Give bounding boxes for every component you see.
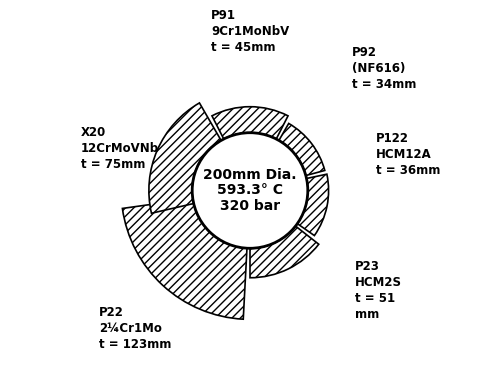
Text: P23
HCM2S
t = 51
mm: P23 HCM2S t = 51 mm (355, 261, 402, 322)
Text: 593.3° C: 593.3° C (217, 184, 283, 197)
Text: P91
9Cr1MoNbV
t = 45mm: P91 9Cr1MoNbV t = 45mm (211, 10, 289, 54)
Text: 320 bar: 320 bar (220, 199, 280, 213)
Wedge shape (250, 226, 319, 278)
Text: 200mm Dia.: 200mm Dia. (203, 168, 297, 182)
Text: P92
(NF616)
t = 34mm: P92 (NF616) t = 34mm (352, 46, 416, 91)
Text: P22
2¼Cr1Mo
t = 123mm: P22 2¼Cr1Mo t = 123mm (99, 306, 171, 351)
Text: P122
HCM12A
t = 36mm: P122 HCM12A t = 36mm (376, 133, 440, 178)
Wedge shape (122, 199, 247, 319)
Wedge shape (212, 107, 288, 139)
Wedge shape (279, 123, 325, 176)
Text: X20
12CrMoVNb
t = 75mm: X20 12CrMoVNb t = 75mm (81, 126, 159, 171)
Circle shape (192, 133, 308, 248)
Wedge shape (298, 174, 328, 235)
Wedge shape (149, 103, 221, 213)
